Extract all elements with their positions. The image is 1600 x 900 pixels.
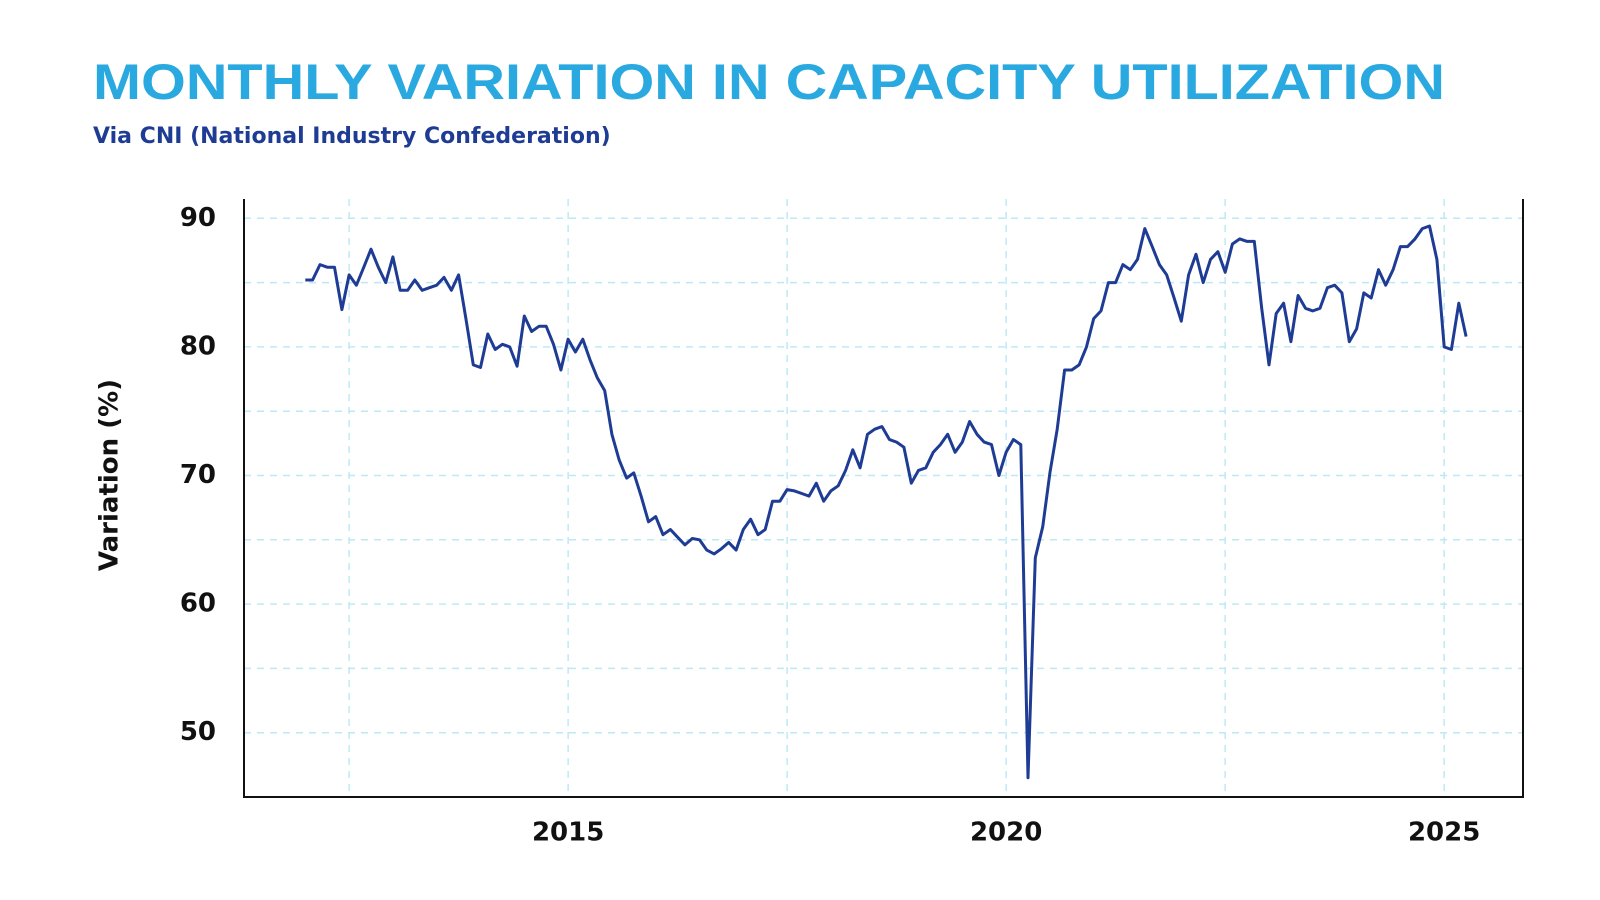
y-tick-label: 80 bbox=[180, 331, 216, 361]
data-line bbox=[305, 224, 1468, 780]
x-tick-label: 2025 bbox=[1408, 818, 1480, 848]
chart-subtitle: Via CNI (National Industry Confederation… bbox=[93, 124, 611, 149]
y-axis-label: Variation (%) bbox=[95, 379, 125, 571]
x-tick-label: 2020 bbox=[970, 818, 1042, 848]
x-tick-label: 2015 bbox=[532, 818, 604, 848]
axis-frame bbox=[243, 199, 1524, 798]
y-tick-label: 50 bbox=[180, 717, 216, 747]
y-tick-label: 70 bbox=[180, 460, 216, 490]
chart-title: MONTHLY VARIATION IN CAPACITY UTILIZATIO… bbox=[93, 54, 1445, 110]
y-tick-label: 90 bbox=[180, 203, 216, 233]
y-tick-label: 60 bbox=[180, 589, 216, 619]
